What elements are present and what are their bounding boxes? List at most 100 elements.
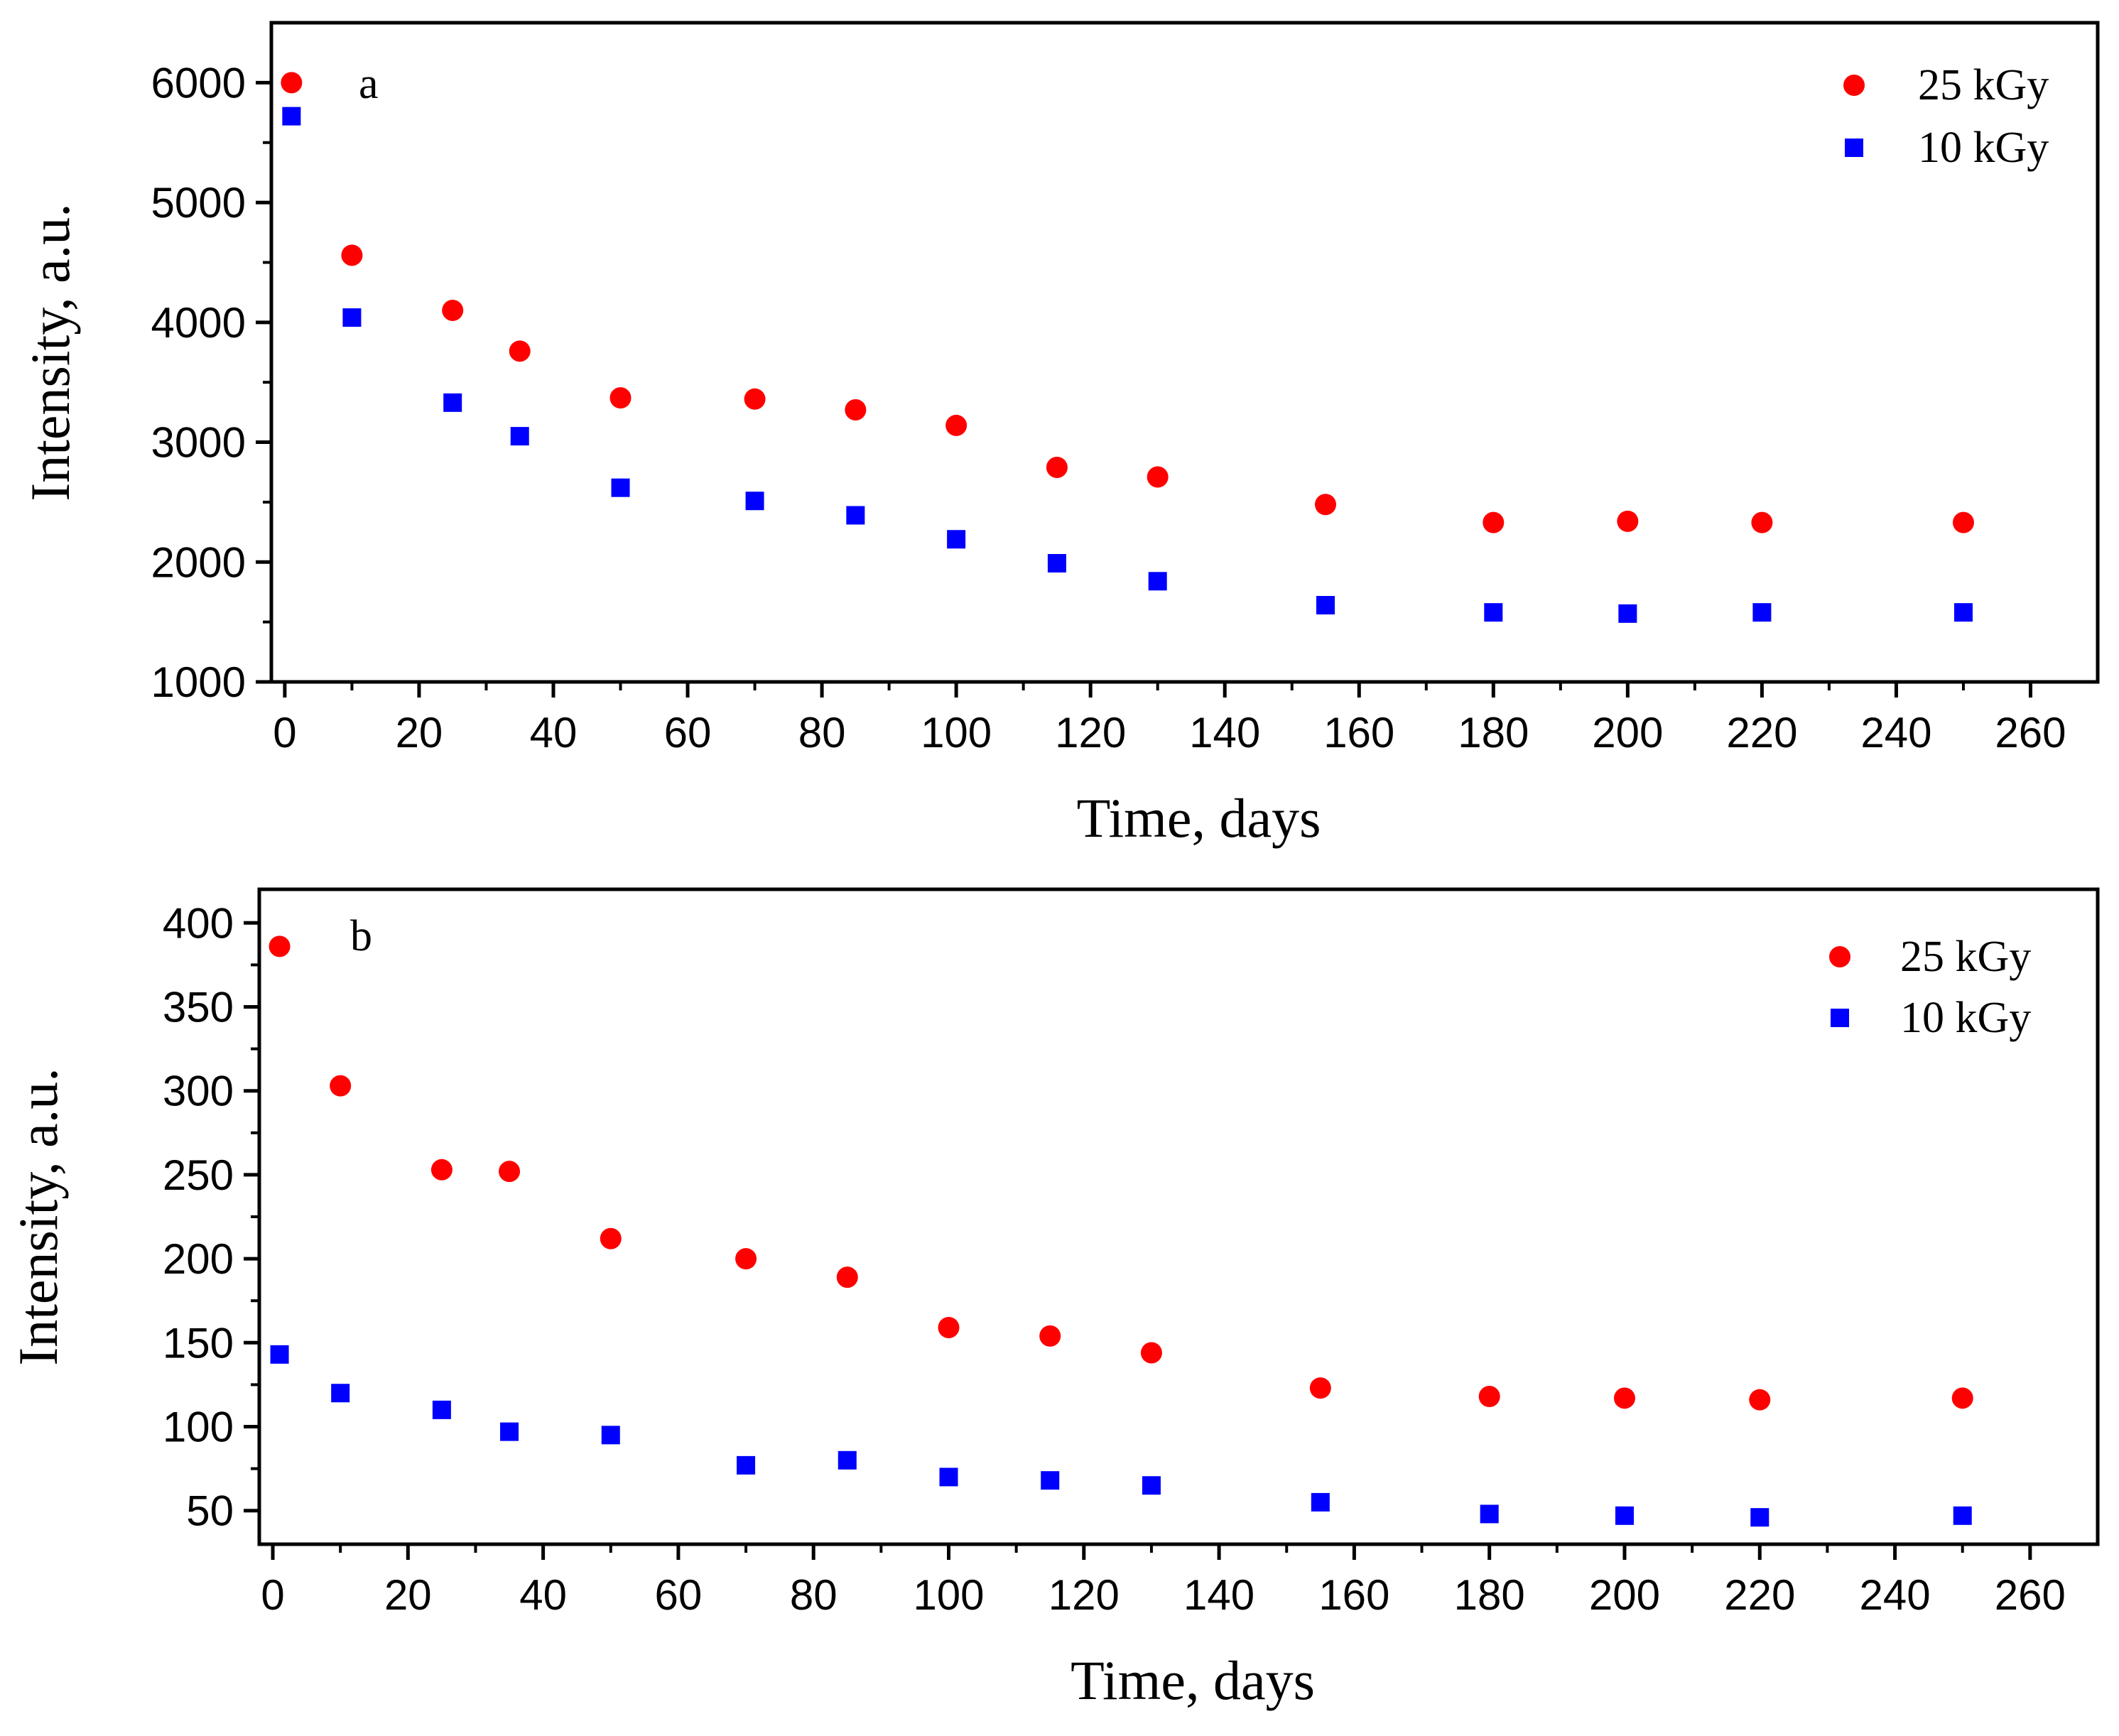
x-tick-label: 0 <box>261 1571 284 1619</box>
data-point-square <box>331 1384 350 1403</box>
x-axis-title: Time, days <box>1071 1649 1315 1711</box>
legend-label: 25 kGy <box>1918 61 2049 109</box>
data-point-circle <box>1147 466 1169 488</box>
x-tick-label: 240 <box>1860 1571 1931 1619</box>
x-tick-label: 140 <box>1189 709 1260 756</box>
data-point-square <box>432 1400 451 1419</box>
x-tick-label: 80 <box>790 1571 838 1619</box>
data-point-circle <box>430 1159 452 1181</box>
data-point-circle <box>1483 511 1505 533</box>
y-tick-label: 3000 <box>151 419 246 467</box>
data-point-square <box>601 1426 620 1445</box>
data-point-circle <box>1613 1387 1635 1409</box>
x-tick-label: 40 <box>530 709 578 756</box>
data-point-circle <box>735 1248 757 1270</box>
x-tick-label: 60 <box>664 709 712 756</box>
x-tick-label: 200 <box>1589 1571 1660 1619</box>
data-point-circle <box>499 1161 521 1183</box>
chart-panel-a: 0 20 40 60 80 100 120 140 160 180 200 220 240 260 1000… <box>19 21 2100 849</box>
data-point-square <box>939 1468 958 1487</box>
series-10-kgy <box>282 107 1973 623</box>
data-point-square <box>1047 553 1066 573</box>
data-point-circle <box>609 387 632 409</box>
data-point-circle <box>509 340 531 362</box>
x-tick-label: 200 <box>1592 709 1663 756</box>
data-point-circle <box>1478 1385 1500 1407</box>
data-point-square <box>611 478 630 497</box>
data-point-square <box>846 506 865 525</box>
series-25-kgy <box>281 72 1974 533</box>
data-point-square <box>500 1422 519 1441</box>
x-axis-title: Time, days <box>1077 787 1321 849</box>
x-tick-label: 180 <box>1454 1571 1525 1619</box>
data-point-circle <box>945 414 968 436</box>
y-tick-label: 6000 <box>151 59 246 107</box>
x-tick-label: 80 <box>798 709 846 756</box>
data-point-circle <box>1140 1342 1162 1364</box>
data-point-circle <box>744 388 766 410</box>
x-tick-label: 160 <box>1323 709 1394 756</box>
plot-frame <box>257 887 2100 1546</box>
y-tick-label: 300 <box>163 1068 234 1115</box>
legend-marker-square <box>1831 1009 1849 1027</box>
data-point-square <box>1480 1504 1499 1524</box>
data-point-square <box>947 530 966 549</box>
panel-label: b <box>350 912 372 960</box>
data-point-circle <box>938 1317 960 1339</box>
data-point-circle <box>836 1266 858 1289</box>
data-point-circle <box>330 1075 352 1097</box>
y-axis-title: Intensity, a.u. <box>19 203 81 501</box>
y-tick-label: 1000 <box>151 658 246 706</box>
data-point-square <box>443 393 462 412</box>
y-tick-label: 2000 <box>151 538 246 586</box>
data-point-square <box>342 308 362 327</box>
x-tick-label: 140 <box>1183 1571 1254 1619</box>
legend-marker-circle <box>1829 946 1850 967</box>
y-tick-label: 200 <box>163 1235 234 1283</box>
data-point-square <box>1484 603 1503 622</box>
y-axis-title: Intensity, a.u. <box>7 1068 69 1366</box>
x-tick-label: 220 <box>1724 1571 1795 1619</box>
data-point-circle <box>281 72 303 94</box>
x-tick-label: 240 <box>1860 709 1931 756</box>
chart-panel-b: 0 20 40 60 80 100 120 140 160 180 200 220 240 260 50 10… <box>7 887 2100 1711</box>
data-point-square <box>1953 1506 1972 1525</box>
y-tick-label: 400 <box>163 899 234 947</box>
y-tick-label: 350 <box>163 983 234 1031</box>
data-point-square <box>737 1455 756 1475</box>
data-point-square <box>1316 596 1335 615</box>
x-tick-label: 0 <box>273 709 296 756</box>
data-point-circle <box>845 398 867 421</box>
legend-marker-square <box>1845 139 1863 157</box>
x-tick-label: 100 <box>913 1571 984 1619</box>
x-tick-label: 260 <box>1995 709 2066 756</box>
legend-marker-circle <box>1843 75 1865 96</box>
x-tick-label: 260 <box>1995 1571 2066 1619</box>
data-point-circle <box>1952 511 1974 533</box>
data-point-square <box>282 107 301 126</box>
legend-label: 10 kGy <box>1918 124 2049 172</box>
x-tick-label: 120 <box>1055 709 1126 756</box>
y-tick-label: 4000 <box>151 299 246 347</box>
y-tick-label: 250 <box>163 1151 234 1199</box>
data-point-circle <box>442 299 464 321</box>
data-point-circle <box>1951 1387 1973 1409</box>
legend: 25 kGy 10 kGy <box>1843 61 2049 172</box>
data-point-circle <box>1046 456 1068 478</box>
x-tick-label: 60 <box>655 1571 703 1619</box>
data-point-square <box>270 1345 289 1364</box>
data-point-circle <box>341 244 363 266</box>
data-point-square <box>838 1450 857 1470</box>
y-tick-label: 100 <box>163 1404 234 1451</box>
data-point-square <box>1615 1506 1634 1525</box>
data-point-square <box>510 427 529 446</box>
data-point-square <box>1041 1471 1060 1490</box>
x-tick-label: 40 <box>519 1571 567 1619</box>
data-point-square <box>1752 603 1772 622</box>
x-tick-label: 220 <box>1726 709 1797 756</box>
legend-label: 25 kGy <box>1900 933 2031 981</box>
legend: 25 kGy 10 kGy <box>1829 933 2031 1042</box>
data-point-circle <box>1751 511 1773 533</box>
data-point-square <box>1148 572 1167 591</box>
data-point-circle <box>600 1227 622 1249</box>
